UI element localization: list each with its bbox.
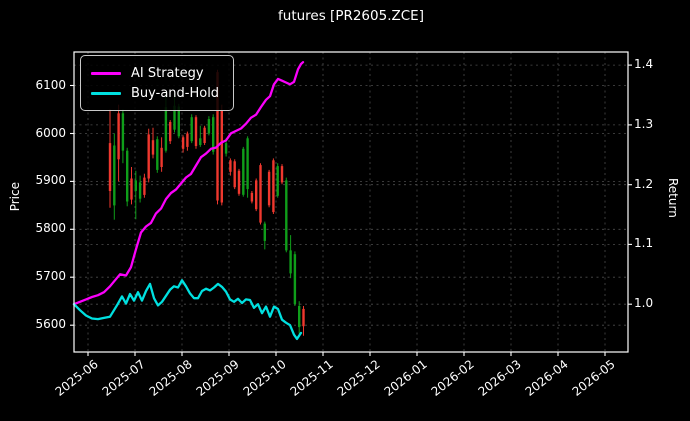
candle-body: [263, 223, 266, 241]
candle-body: [160, 147, 163, 167]
y-tick-label-right: 1.2: [634, 176, 654, 191]
candle-body: [293, 254, 297, 304]
candle-body: [203, 127, 206, 143]
legend: AI Strategy Buy-and-Hold: [80, 55, 235, 111]
candle-body: [216, 72, 219, 201]
candle-body: [177, 106, 180, 137]
y-tick-label-left: 5600: [35, 317, 66, 332]
candle-body: [289, 250, 292, 274]
legend-item-ai-strategy: AI Strategy: [91, 63, 219, 83]
candle-body: [173, 105, 176, 130]
candle-body: [224, 143, 228, 154]
ai-strategy-line: [72, 61, 305, 306]
candle-body: [220, 110, 223, 203]
ai-strategy-line-swatch: [91, 71, 121, 75]
y-tick-label-right: 1.0: [634, 296, 654, 311]
y-tick-label-right: 1.4: [634, 57, 654, 72]
candle-body: [138, 182, 142, 199]
candle-body: [164, 107, 168, 151]
y-tick-label-left: 6100: [35, 77, 66, 92]
candle-body: [237, 170, 241, 194]
candle-body: [298, 306, 301, 328]
buy-and-hold-line-swatch: [91, 91, 121, 95]
candle-body: [280, 166, 284, 183]
candle-body: [207, 119, 211, 134]
candle-body: [151, 140, 155, 155]
y-tick-label-left: 5900: [35, 173, 66, 188]
buy-and-hold-line: [72, 279, 303, 341]
candle-body: [190, 117, 193, 142]
candle-body: [169, 122, 172, 142]
plot-border: [73, 51, 629, 353]
legend-label: Buy-and-Hold: [131, 85, 220, 101]
candle-body: [186, 133, 189, 147]
candle-body: [233, 161, 236, 188]
candle-body: [126, 150, 129, 202]
candle-body: [242, 148, 245, 195]
candle-body: [108, 143, 112, 191]
legend-item-buy-and-hold: Buy-and-Hold: [91, 83, 219, 103]
candle-body: [121, 113, 125, 151]
y-tick-label-left: 6000: [35, 125, 66, 140]
candle-body: [259, 165, 262, 223]
candle-body: [267, 171, 271, 206]
candle-body: [117, 113, 120, 160]
candle-body: [246, 138, 249, 190]
right-axis-label: Return: [666, 178, 680, 218]
left-axis-label: Price: [8, 182, 22, 212]
candle-body: [181, 137, 185, 149]
candle-body: [130, 178, 133, 200]
candle-body: [302, 308, 305, 327]
candle-body: [272, 160, 275, 213]
candle-body: [285, 180, 288, 251]
candle-body: [134, 180, 137, 191]
y-tick-label-left: 5700: [35, 269, 66, 284]
tick-marks: [70, 64, 632, 356]
candles-layer: [108, 69, 305, 336]
candle-body: [156, 139, 159, 170]
candle-body: [147, 134, 150, 179]
candle-body: [255, 180, 258, 210]
candle-body: [143, 177, 146, 195]
y-tick-label-right: 1.3: [634, 116, 654, 131]
legend-label: AI Strategy: [131, 65, 204, 81]
candle-body: [276, 166, 279, 196]
candle-body: [229, 160, 232, 172]
candle-body: [212, 117, 215, 152]
y-tick-label-left: 5800: [35, 221, 66, 236]
candle-body: [113, 145, 116, 206]
candle-body: [194, 117, 198, 146]
y-tick-label-right: 1.1: [634, 236, 654, 251]
candle-body: [199, 138, 202, 145]
candle-body: [250, 192, 254, 202]
chart-title: futures [PR2605.ZCE]: [278, 8, 424, 24]
